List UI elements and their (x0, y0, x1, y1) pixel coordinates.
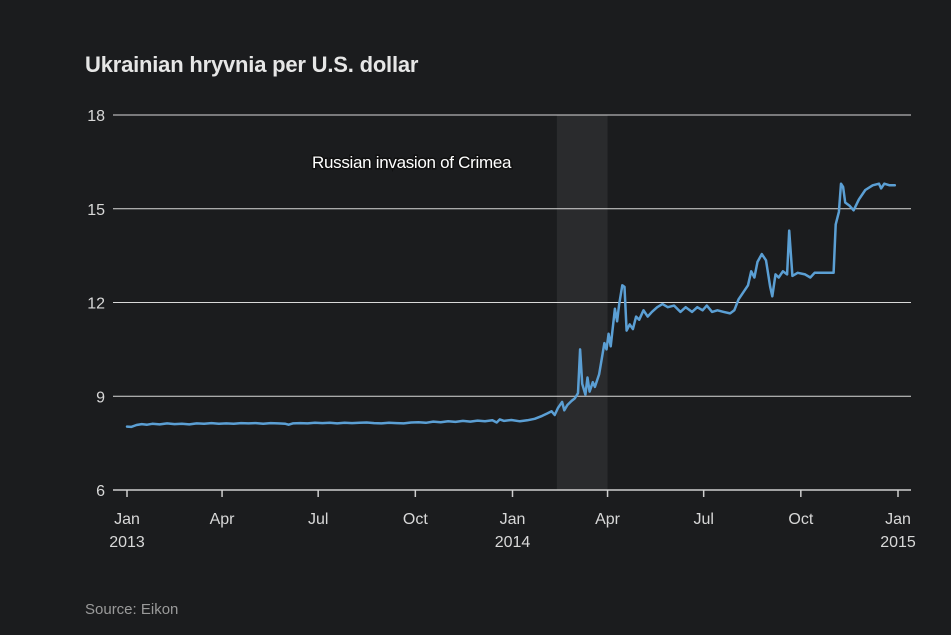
y-tick-label-9: 9 (96, 389, 105, 406)
series-line-0 (125, 182, 897, 429)
x-axis: Jan 2013 Apr Jul Oct Jan 2014 Apr Jul Oct Jan 2015 (109, 490, 916, 551)
chart-canvas: 6 9 12 15 18 Jan 2013 Apr Jul Oct Jan 2014 Apr Jul Oc… (87, 108, 916, 551)
x-tick-label-3: Oct (403, 511, 428, 528)
y-tick-label-15: 15 (87, 202, 105, 219)
x-tick-sublabel-8: 2015 (880, 534, 916, 551)
x-tick-label-2: Jul (308, 511, 328, 528)
x-tick-label-6: Jul (693, 511, 713, 528)
x-tick-sublabel-0: 2013 (109, 534, 145, 551)
x-tick-sublabel-4: 2014 (495, 534, 531, 551)
series-layer (125, 182, 897, 429)
annotation-layer: Russian invasion of Crimea (311, 152, 514, 174)
x-tick-label-4: Jan (500, 511, 526, 528)
y-tick-label-6: 6 (96, 483, 105, 500)
y-tick-label-12: 12 (87, 296, 105, 313)
x-tick-label-8: Jan (885, 511, 911, 528)
x-tick-label-5: Apr (595, 511, 621, 528)
x-tick-label-1: Apr (210, 511, 236, 528)
chart-title: Ukrainian hryvnia per U.S. dollar (85, 52, 419, 77)
x-tick-label-0: Jan (114, 511, 140, 528)
x-tick-label-7: Oct (788, 511, 813, 528)
chart-source: Source: Eikon (85, 601, 179, 618)
y-tick-label-18: 18 (87, 108, 105, 125)
annotation-label: Russian invasion of Crimea (312, 153, 512, 172)
